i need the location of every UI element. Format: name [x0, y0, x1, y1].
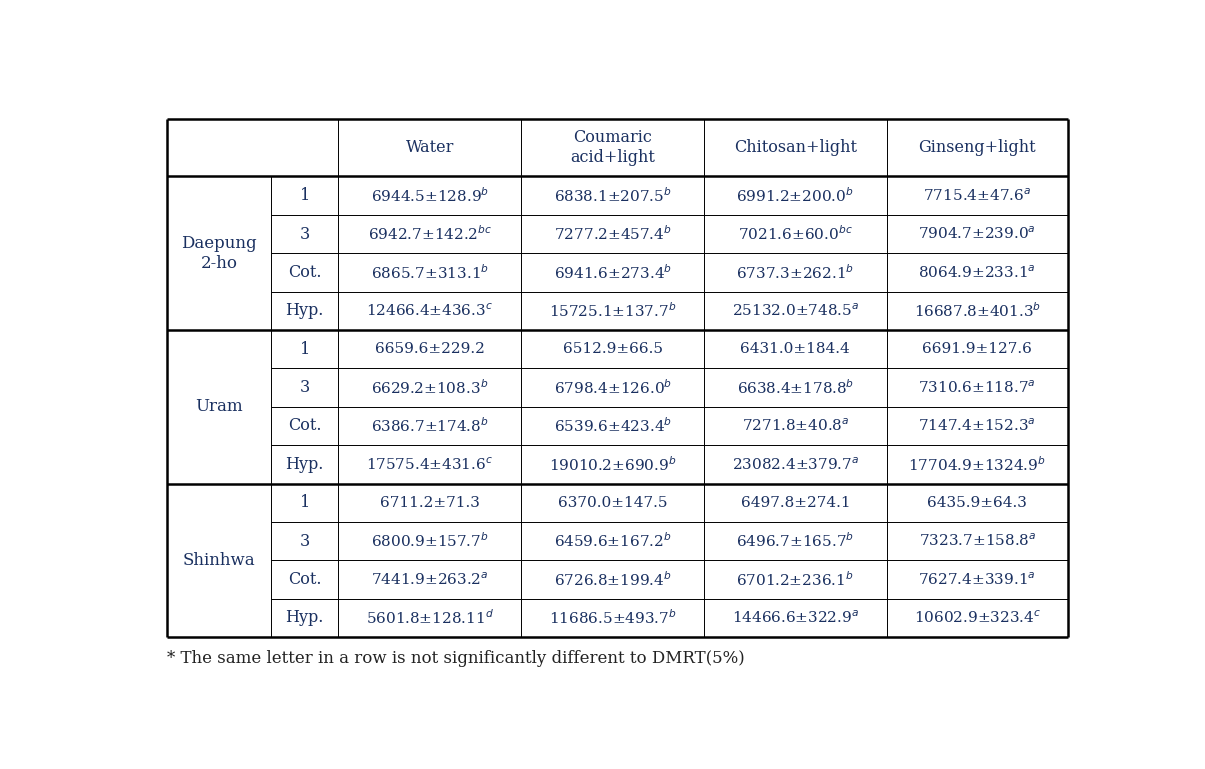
Text: Chitosan+light: Chitosan+light: [734, 139, 857, 156]
Text: 3: 3: [300, 533, 310, 550]
Text: Water: Water: [406, 139, 454, 156]
Text: * The same letter in a row is not significantly different to DMRT(5%): * The same letter in a row is not signif…: [167, 650, 745, 667]
Text: 15725.1±137.7$^{b}$: 15725.1±137.7$^{b}$: [548, 301, 676, 320]
Text: 6941.6±273.4$^{b}$: 6941.6±273.4$^{b}$: [553, 263, 671, 281]
Text: 14466.6±322.9$^{a}$: 14466.6±322.9$^{a}$: [731, 610, 859, 626]
Text: 6942.7±142.2$^{bc}$: 6942.7±142.2$^{bc}$: [368, 225, 492, 244]
Text: 6944.5±128.9$^{b}$: 6944.5±128.9$^{b}$: [371, 186, 489, 205]
Text: 17704.9±1324.9$^{b}$: 17704.9±1324.9$^{b}$: [909, 455, 1046, 474]
Text: 23082.4±379.7$^{a}$: 23082.4±379.7$^{a}$: [731, 456, 859, 473]
Text: 5601.8±128.11$^{d}$: 5601.8±128.11$^{d}$: [366, 608, 494, 628]
Text: 1: 1: [300, 494, 310, 511]
Text: Ginseng+light: Ginseng+light: [918, 139, 1036, 156]
Text: 6496.7±165.7$^{b}$: 6496.7±165.7$^{b}$: [736, 531, 854, 551]
Text: 6711.2±71.3: 6711.2±71.3: [380, 496, 480, 510]
Text: 3: 3: [300, 379, 310, 396]
Text: 1: 1: [300, 187, 310, 205]
Text: 6539.6±423.4$^{b}$: 6539.6±423.4$^{b}$: [553, 417, 671, 435]
Text: Coumaric
acid+light: Coumaric acid+light: [570, 129, 656, 166]
Text: 11686.5±493.7$^{b}$: 11686.5±493.7$^{b}$: [548, 608, 676, 628]
Text: Shinhwa: Shinhwa: [183, 552, 255, 569]
Text: Uram: Uram: [195, 398, 243, 415]
Text: 8064.9±233.1$^{a}$: 8064.9±233.1$^{a}$: [918, 264, 1036, 281]
Text: 6798.4±126.0$^{b}$: 6798.4±126.0$^{b}$: [553, 378, 671, 397]
Text: 7904.7±239.0$^{a}$: 7904.7±239.0$^{a}$: [918, 226, 1036, 242]
Text: Hyp.: Hyp.: [286, 609, 324, 626]
Text: Cot.: Cot.: [288, 418, 322, 434]
Text: 6629.2±108.3$^{b}$: 6629.2±108.3$^{b}$: [371, 378, 488, 397]
Text: 6991.2±200.0$^{b}$: 6991.2±200.0$^{b}$: [736, 186, 854, 205]
Text: 6370.0±147.5: 6370.0±147.5: [558, 496, 668, 510]
Text: Hyp.: Hyp.: [286, 302, 324, 319]
Text: 17575.4±431.6$^{c}$: 17575.4±431.6$^{c}$: [366, 456, 493, 473]
Text: 6691.9±127.6: 6691.9±127.6: [922, 342, 1033, 356]
Text: 7715.4±47.6$^{a}$: 7715.4±47.6$^{a}$: [923, 188, 1031, 204]
Text: Cot.: Cot.: [288, 571, 322, 588]
Text: 6800.9±157.7$^{b}$: 6800.9±157.7$^{b}$: [371, 531, 489, 551]
Text: 7147.4±152.3$^{a}$: 7147.4±152.3$^{a}$: [918, 418, 1036, 434]
Text: 1: 1: [300, 341, 310, 358]
Text: 25132.0±748.5$^{a}$: 25132.0±748.5$^{a}$: [731, 302, 859, 319]
Text: 7021.6±60.0$^{bc}$: 7021.6±60.0$^{bc}$: [737, 225, 853, 244]
Text: 7310.6±118.7$^{a}$: 7310.6±118.7$^{a}$: [918, 379, 1036, 396]
Text: 19010.2±690.9$^{b}$: 19010.2±690.9$^{b}$: [548, 455, 676, 474]
Text: 10602.9±323.4$^{c}$: 10602.9±323.4$^{c}$: [913, 610, 1041, 626]
Text: 6865.7±313.1$^{b}$: 6865.7±313.1$^{b}$: [371, 263, 489, 281]
Text: 12466.4±436.3$^{c}$: 12466.4±436.3$^{c}$: [366, 302, 493, 319]
Text: 6386.7±174.8$^{b}$: 6386.7±174.8$^{b}$: [371, 417, 488, 435]
Text: 7277.2±457.4$^{b}$: 7277.2±457.4$^{b}$: [554, 225, 671, 244]
Text: 7271.8±40.8$^{a}$: 7271.8±40.8$^{a}$: [742, 418, 848, 434]
Text: 7627.4±339.1$^{a}$: 7627.4±339.1$^{a}$: [918, 571, 1036, 588]
Text: 16687.8±401.3$^{b}$: 16687.8±401.3$^{b}$: [913, 301, 1041, 320]
Text: 6459.6±167.2$^{b}$: 6459.6±167.2$^{b}$: [554, 531, 671, 551]
Text: 6838.1±207.5$^{b}$: 6838.1±207.5$^{b}$: [553, 186, 671, 205]
Text: 6435.9±64.3: 6435.9±64.3: [928, 496, 1027, 510]
Text: Daepung
2-ho: Daepung 2-ho: [182, 235, 257, 271]
Text: 6737.3±262.1$^{b}$: 6737.3±262.1$^{b}$: [736, 263, 854, 281]
Text: 6497.8±274.1: 6497.8±274.1: [741, 496, 851, 510]
Text: Hyp.: Hyp.: [286, 456, 324, 473]
Text: 6638.4±178.8$^{b}$: 6638.4±178.8$^{b}$: [736, 378, 854, 397]
Text: 6512.9±66.5: 6512.9±66.5: [563, 342, 663, 356]
Text: 6431.0±184.4: 6431.0±184.4: [741, 342, 851, 356]
Text: 7323.7±158.8$^{a}$: 7323.7±158.8$^{a}$: [918, 533, 1036, 549]
Text: 6726.8±199.4$^{b}$: 6726.8±199.4$^{b}$: [554, 570, 671, 589]
Text: 3: 3: [300, 225, 310, 242]
Text: 7441.9±263.2$^{a}$: 7441.9±263.2$^{a}$: [371, 571, 488, 588]
Text: 6701.2±236.1$^{b}$: 6701.2±236.1$^{b}$: [736, 570, 854, 589]
Text: 6659.6±229.2: 6659.6±229.2: [375, 342, 484, 356]
Text: Cot.: Cot.: [288, 264, 322, 281]
